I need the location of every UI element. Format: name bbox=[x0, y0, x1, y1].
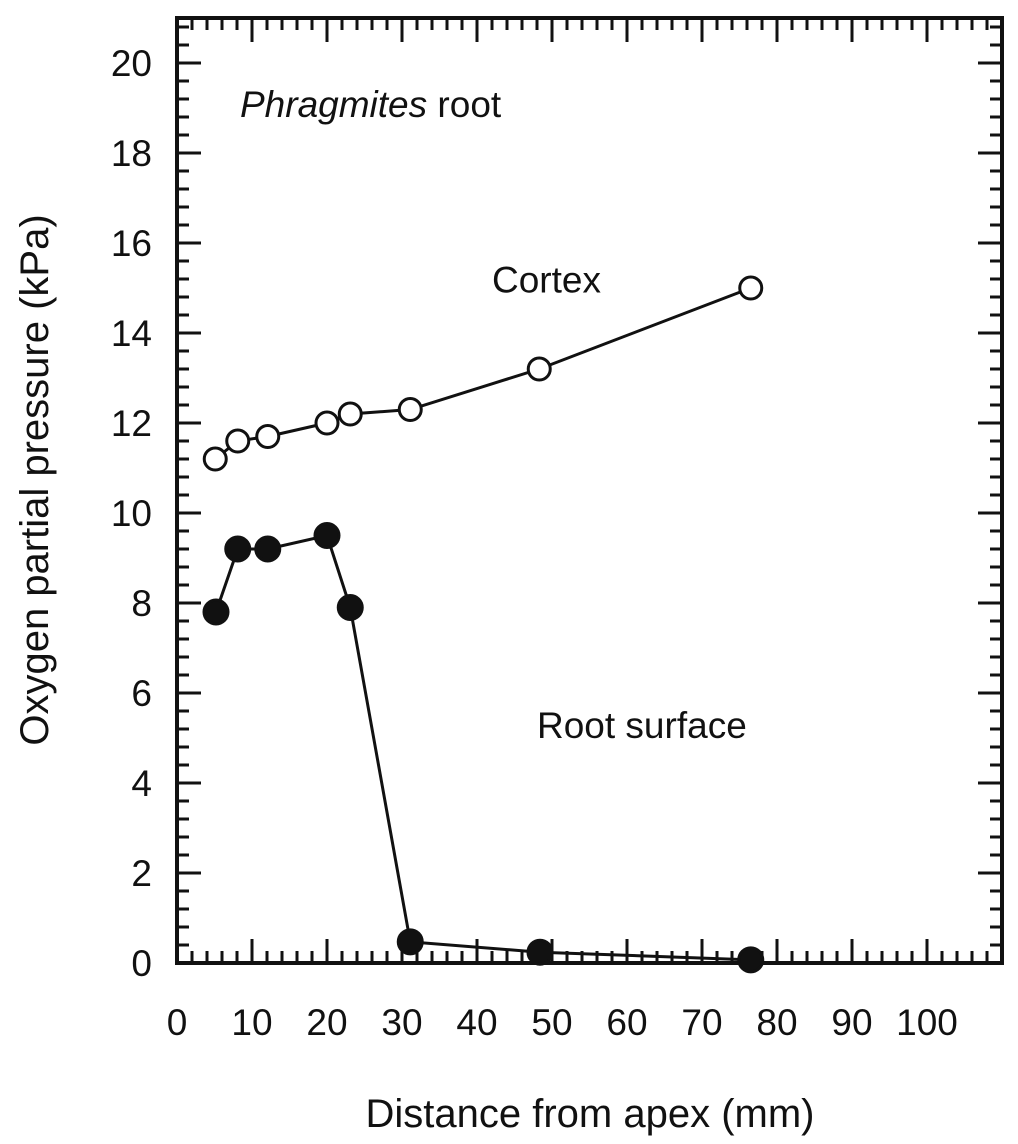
y-tick-label: 6 bbox=[131, 673, 152, 714]
x-tick-label: 20 bbox=[306, 1002, 347, 1043]
x-tick-label: 50 bbox=[531, 1002, 572, 1043]
data-point-root-surface bbox=[202, 598, 230, 626]
x-tick-label: 60 bbox=[606, 1002, 647, 1043]
data-point-root-surface bbox=[396, 928, 424, 956]
y-tick-labels: 0 2 4 6 8 10 12 14 16 18 20 bbox=[111, 43, 152, 984]
annotation-cortex: Cortex bbox=[492, 260, 601, 301]
plot-frame bbox=[175, 16, 1004, 965]
x-tick-labels: 0 10 20 30 40 50 60 70 80 90 100 bbox=[167, 1002, 958, 1043]
series-line-cortex bbox=[214, 286, 752, 461]
x-tick-label: 10 bbox=[231, 1002, 272, 1043]
data-point-root-surface bbox=[336, 594, 364, 621]
x-tick-label: 0 bbox=[167, 1002, 188, 1043]
y-tick-label: 4 bbox=[131, 763, 152, 804]
chart-title: Phragmites root bbox=[240, 84, 502, 125]
y-tick-label: 16 bbox=[111, 223, 152, 264]
data-point-root-surface bbox=[737, 946, 765, 974]
series-lines bbox=[214, 286, 752, 962]
data-point-root-surface bbox=[313, 522, 341, 549]
data-point-cortex bbox=[397, 397, 423, 422]
chart-title-italic: Phragmites bbox=[240, 84, 427, 125]
y-tick-label: 0 bbox=[131, 943, 152, 984]
y-tick-label: 2 bbox=[131, 853, 152, 894]
x-tick-label: 70 bbox=[681, 1002, 722, 1043]
y-tick-label: 14 bbox=[111, 313, 152, 354]
data-point-root-surface bbox=[254, 535, 282, 563]
x-axis-title: Distance from apex (mm) bbox=[366, 1092, 815, 1136]
x-tick-label: 100 bbox=[896, 1002, 958, 1043]
data-point-cortex bbox=[337, 401, 363, 427]
data-point-cortex bbox=[255, 424, 281, 449]
x-tick-label: 40 bbox=[456, 1002, 497, 1043]
annotation-root-surface: Root surface bbox=[537, 705, 747, 746]
series-line-root-surface bbox=[214, 533, 751, 962]
data-point-cortex bbox=[225, 428, 251, 454]
y-tick-label: 18 bbox=[111, 133, 152, 174]
data-point-cortex bbox=[526, 356, 552, 382]
y-tick-label: 20 bbox=[111, 43, 152, 84]
data-point-root-surface bbox=[526, 938, 554, 966]
x-tick-label: 30 bbox=[381, 1002, 422, 1043]
chart-title-rest: root bbox=[427, 84, 502, 125]
x-tick-label: 80 bbox=[756, 1002, 797, 1043]
y-tick-label: 12 bbox=[111, 403, 152, 444]
y-tick-label: 8 bbox=[131, 583, 152, 624]
series-points bbox=[202, 275, 765, 974]
data-point-cortex bbox=[738, 275, 764, 301]
x-tick-label: 90 bbox=[831, 1002, 872, 1043]
data-point-cortex bbox=[314, 410, 340, 436]
y-axis-title: Oxygen partial pressure (kPa) bbox=[13, 214, 57, 745]
data-point-cortex bbox=[202, 446, 228, 472]
y-tick-label: 10 bbox=[111, 493, 152, 534]
axis-ticks bbox=[175, 18, 1004, 965]
data-point-root-surface bbox=[224, 535, 252, 563]
